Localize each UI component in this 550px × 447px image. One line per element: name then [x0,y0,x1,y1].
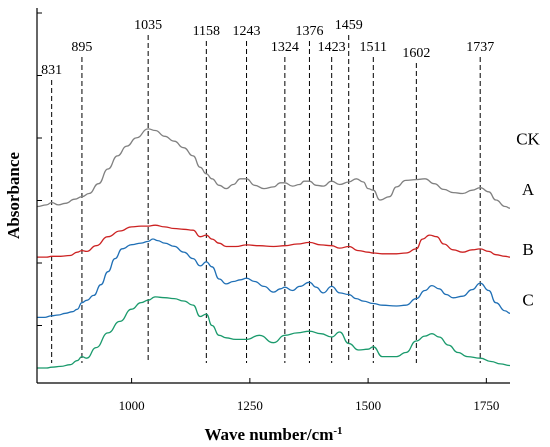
series-labels: CK A B C [516,129,540,309]
peak-marker-lines [51,35,481,363]
peak-label: 1423 [318,40,346,55]
series-label-b: B [522,240,533,259]
peak-label: 831 [41,63,62,78]
y-ticks [37,12,42,326]
peak-label: 1511 [360,40,387,55]
peak-label: 1035 [134,18,162,33]
x-axis-title-main: Wave number/cm [204,425,333,444]
series-label-a: A [522,180,535,199]
peak-label: 1158 [193,24,220,39]
peak-label: 1737 [466,40,494,55]
x-tick-label: 1750 [473,398,499,413]
peak-label: 1243 [233,24,261,39]
axes: 1000 1250 1500 1750 [36,8,510,413]
peak-label: 1459 [335,18,363,33]
peak-label: 1324 [271,40,299,55]
x-tick-label: 1000 [119,398,145,413]
spectra-curves [36,128,511,369]
series-line-a [37,224,511,258]
x-axis-title: Wave number/cm-1 [204,425,342,444]
x-axis-title-superscript: -1 [333,425,342,437]
series-line-b [37,238,511,319]
series-label-c: C [522,291,533,310]
series-line-ck [36,128,511,209]
x-tick-label: 1250 [237,398,263,413]
x-tick-label: 1500 [355,398,381,413]
peak-label: 1602 [402,46,430,61]
y-axis-title: Absorbance [4,152,23,239]
series-label-ck: CK [516,129,540,148]
series-line-c [37,296,511,369]
peak-label: 1376 [295,24,323,39]
peak-label: 895 [71,40,92,55]
x-ticks: 1000 1250 1500 1750 [119,378,499,413]
